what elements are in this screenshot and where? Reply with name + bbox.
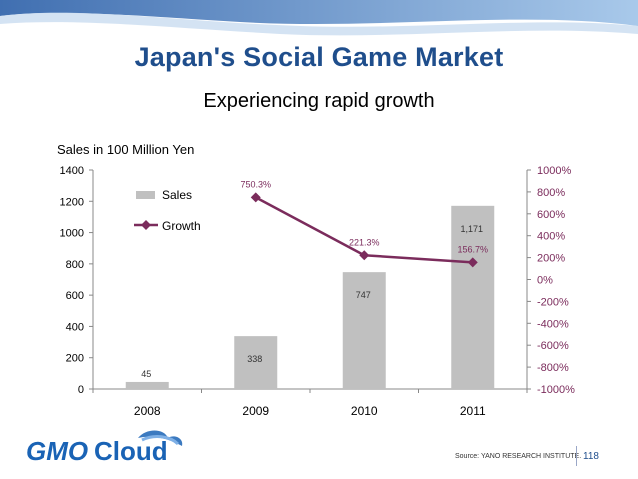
sales-bar-2009 xyxy=(234,336,278,389)
left-tick-label: 400 xyxy=(66,321,84,333)
footer-divider xyxy=(576,446,577,466)
legend-swatch-sales xyxy=(136,191,155,199)
right-tick-label: 400% xyxy=(537,231,565,243)
x-tick-label: 2009 xyxy=(242,404,269,418)
logo-text: GMO xyxy=(26,436,88,466)
legend-swatch-growth-marker xyxy=(141,220,151,230)
slide-title: Japan's Social Game Market xyxy=(134,42,504,72)
sales-bar-2011 xyxy=(451,205,495,389)
right-tick-label: -800% xyxy=(537,362,569,374)
right-tick-label: -600% xyxy=(537,340,569,352)
page-number: 118 xyxy=(583,451,599,462)
header-swoosh xyxy=(0,0,638,36)
sales-value-label: 338 xyxy=(247,354,262,364)
right-tick-label: 1000% xyxy=(537,165,571,177)
slide-subtitle: Experiencing rapid growth xyxy=(203,90,435,112)
right-tick-label: -400% xyxy=(537,318,569,330)
growth-point-2010 xyxy=(359,250,370,261)
x-axis: 2008 2009 2010 2011 xyxy=(92,388,528,418)
x-tick-label: 2008 xyxy=(134,404,161,418)
source-note: Source: YANO RESEARCH INSTITUTE. xyxy=(455,453,582,460)
right-y-axis: 1000% 800% 600% 400% 200% 0% -200% -400% -600% -8… xyxy=(526,165,575,396)
sales-bar-2008 xyxy=(125,381,169,389)
right-tick-label: -200% xyxy=(537,296,569,308)
growth-value-label: 221.3% xyxy=(349,237,380,247)
left-tick-label: 1000 xyxy=(60,228,84,240)
growth-line: 750.3% 221.3% 156.7% xyxy=(240,179,488,268)
growth-value-label: 156.7% xyxy=(457,244,488,254)
growth-point-2009 xyxy=(250,192,261,203)
logo-text-cloud: Cloud xyxy=(94,436,168,466)
sales-value-label: 1,171 xyxy=(460,224,483,234)
growth-point-2011 xyxy=(467,257,478,268)
left-tick-label: 1200 xyxy=(60,196,84,208)
right-tick-label: 800% xyxy=(537,187,565,199)
sales-value-label: 747 xyxy=(356,290,371,300)
left-tick-label: 1400 xyxy=(60,165,84,177)
sales-value-label: 45 xyxy=(141,369,151,379)
left-tick-label: 600 xyxy=(66,290,84,302)
left-tick-label: 200 xyxy=(66,353,84,365)
left-y-axis: 0 200 400 600 800 1000 1200 1400 xyxy=(60,165,94,396)
legend-label-growth: Growth xyxy=(162,219,201,233)
sales-bars: 45 338 747 1,171 xyxy=(125,205,495,389)
legend: Sales Growth xyxy=(134,188,201,233)
legend-label-sales: Sales xyxy=(162,188,192,202)
right-tick-label: 200% xyxy=(537,253,565,265)
x-tick-label: 2011 xyxy=(460,404,486,418)
sales-bar-2010 xyxy=(342,272,386,389)
y-axis-unit-label: Sales in 100 Million Yen xyxy=(57,142,195,157)
right-tick-label: 600% xyxy=(537,209,565,221)
gmo-cloud-logo: GMO Cloud xyxy=(26,430,183,466)
right-tick-label: -1000% xyxy=(537,384,575,396)
right-tick-label: 0% xyxy=(537,275,553,287)
x-tick-label: 2010 xyxy=(351,404,378,418)
left-tick-label: 0 xyxy=(78,384,84,396)
growth-value-label: 750.3% xyxy=(240,179,271,189)
left-tick-label: 800 xyxy=(66,259,84,271)
